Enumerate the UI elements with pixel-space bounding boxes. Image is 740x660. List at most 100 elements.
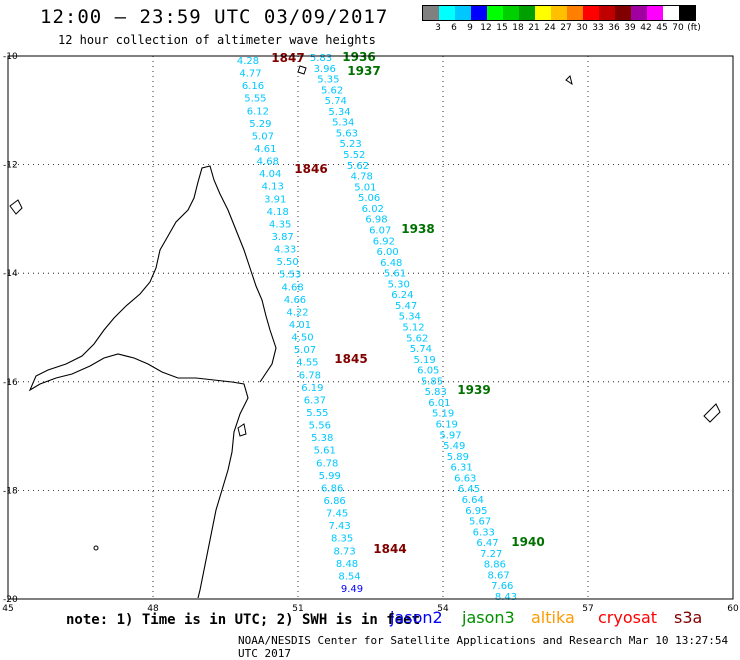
jason3-time-label: 1938 (401, 222, 434, 236)
swh-value-label: 6.33 (473, 527, 495, 538)
swh-value-label: 6.86 (324, 496, 346, 507)
swh-value-label: 6.64 (462, 495, 484, 506)
swh-value-label: 5.99 (319, 471, 341, 482)
swh-value-label: 4.68 (281, 282, 303, 293)
legend-swatch (583, 6, 599, 20)
legend-swatch (423, 6, 439, 20)
satellite-label-s3a: s3a (674, 608, 703, 627)
island-reunion-area (565, 75, 573, 86)
swh-value-label: 6.00 (376, 247, 398, 258)
lat-tick-label: -16 (3, 378, 18, 388)
lat-tick-label: -18 (3, 486, 18, 496)
legend-label: 24 (544, 23, 556, 33)
island-comoros-1 (9, 199, 23, 215)
swh-value-label: 5.53 (279, 270, 301, 281)
swh-value-label: 5.83 (310, 53, 332, 64)
swh-value-label: 5.62 (406, 333, 428, 344)
lat-tick-label: -12 (3, 161, 18, 171)
swh-value-label: 5.34 (399, 312, 421, 323)
swh-value-label: 6.01 (428, 398, 450, 409)
swh-value-label: 6.78 (299, 370, 321, 381)
swh-value-label: 5.30 (388, 279, 410, 290)
legend-swatch (455, 6, 471, 20)
swh-value-label: 4.01 (289, 320, 311, 331)
swh-value-label: 5.63 (336, 128, 358, 139)
swh-value-label: 5.85 (421, 376, 443, 387)
satellite-label-jason2: jason2 (390, 608, 443, 627)
swh-value-label: 5.62 (347, 161, 369, 172)
map-frame (7, 55, 734, 600)
swh-value-label: 4.04 (259, 169, 281, 180)
swh-value-label: 5.38 (311, 433, 333, 444)
swh-value-label: 3.91 (264, 194, 286, 205)
swh-value-label: 5.07 (294, 345, 316, 356)
island-dot (93, 545, 99, 551)
swh-value-label: 4.33 (274, 245, 296, 256)
swh-value-label: 6.37 (304, 395, 326, 406)
legend-swatch (615, 6, 631, 20)
map-grid (8, 56, 733, 599)
swh-value-label: 6.31 (450, 463, 472, 474)
map-tick-labels: 45 48 51 54 57 60 -10 -12 -14 -16 -18 -20 (2, 52, 739, 614)
swh-value-label: 5.35 (317, 75, 339, 86)
swh-value-label: 5.23 (339, 139, 361, 150)
legend-swatch (679, 6, 695, 20)
swh-value-label: 6.07 (369, 225, 391, 236)
swh-value-label: 6.19 (436, 420, 458, 431)
swh-value-label: 5.55 (244, 94, 266, 105)
swh-value-label: 4.78 (351, 172, 373, 183)
madagascar-coastline (28, 165, 277, 599)
cryosat-time-label: 1845 (334, 352, 367, 366)
legend-label: 33 (592, 23, 604, 33)
swh-value-label: 5.07 (252, 131, 274, 142)
swh-value-label: 5.19 (413, 355, 435, 366)
lon-tick-label: 45 (2, 604, 13, 614)
legend-swatches (422, 5, 696, 21)
swh-value-label: 5.61 (384, 269, 406, 280)
swh-value-label: 8.35 (331, 534, 353, 545)
swh-value-label: 8.67 (487, 570, 509, 581)
swh-value-label: 6.95 (465, 506, 487, 517)
footer-credit: NOAA/NESDIS Center for Satellite Applica… (238, 634, 729, 660)
swh-value-label: 4.50 (291, 333, 313, 344)
jason3-time-label: 1936 (342, 50, 375, 64)
swh-value-label: 6.24 (391, 290, 413, 301)
legend-label: 36 (608, 23, 620, 33)
lon-tick-label: 54 (437, 604, 449, 614)
swh-value-label: 6.78 (316, 458, 338, 469)
footer-note: note: 1) Time is in UTC; 2) SWH is in fe… (66, 612, 421, 628)
legend-label: 21 (528, 23, 540, 33)
lat-tick-label: -14 (3, 269, 18, 279)
swh-value-label: 8.48 (336, 559, 358, 570)
legend-label: 18 (512, 23, 524, 33)
swh-value-label: 5.34 (328, 107, 350, 118)
swh-value-label: 5.50 (276, 257, 298, 268)
swh-value-label: 5.34 (332, 118, 354, 129)
legend-label: 15 (496, 23, 508, 33)
swh-value-label: 7.27 (480, 549, 502, 560)
legend-label: 3 (435, 23, 441, 33)
legend-swatch (503, 6, 519, 20)
legend-label: (ft) (687, 23, 701, 33)
swh-value-label: 5.74 (410, 344, 432, 355)
jason3-time-label: 1939 (457, 383, 490, 397)
swh-value-label: 7.45 (326, 509, 348, 520)
legend-swatch (519, 6, 535, 20)
island-north (297, 65, 307, 75)
swh-value-label: 4.13 (262, 182, 284, 193)
swh-value-label: 5.12 (402, 323, 424, 334)
swh-value-label: 5.19 (432, 409, 454, 420)
swh-value-label: 5.55 (306, 408, 328, 419)
swh-value-label: 4.18 (267, 207, 289, 218)
chart-title: 12:00 – 23:59 UTC 03/09/2017 (40, 6, 389, 28)
swh-value-label: 8.86 (484, 560, 506, 571)
legend-label: 39 (624, 23, 636, 33)
swh-value-label: 5.83 (425, 387, 447, 398)
legend-label: 27 (560, 23, 572, 33)
island-small (237, 423, 247, 437)
legend-label: 30 (576, 23, 588, 33)
swh-value-label: 4.35 (269, 219, 291, 230)
swh-value-label: 5.89 (447, 452, 469, 463)
swh-value-label: 7.43 (328, 521, 350, 532)
